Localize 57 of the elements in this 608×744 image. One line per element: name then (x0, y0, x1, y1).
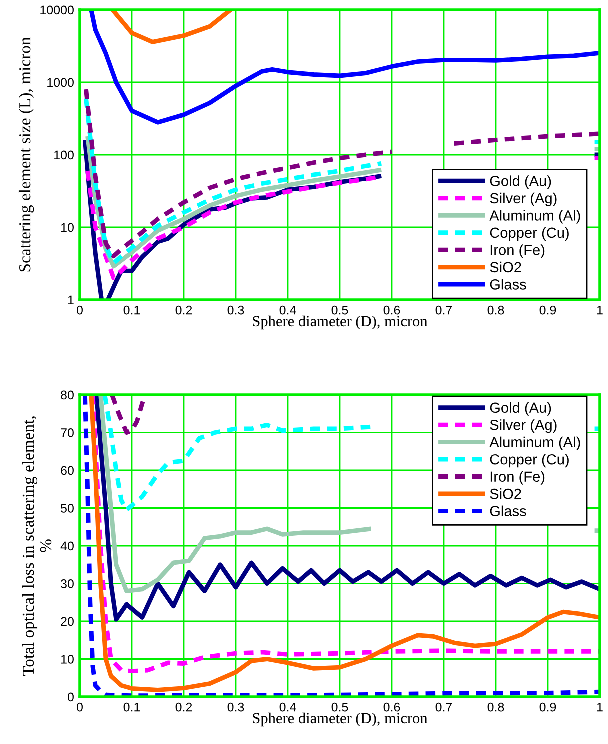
y-tick-label: 20 (61, 617, 74, 626)
y-tick-label: 1 (68, 296, 74, 305)
x-tick-label: 0.8 (488, 306, 504, 315)
legend-label: Gold (Au) (490, 402, 552, 416)
line-series (110, 10, 234, 44)
y-tick-label: 10 (61, 223, 74, 232)
y-tick-label: 60 (61, 466, 74, 476)
legend-label: Gold (Au) (490, 176, 552, 190)
y-tick-label: 100 (54, 150, 74, 160)
x-tick-label: 0.5 (332, 702, 348, 712)
x-tick-label: 0.2 (176, 702, 192, 712)
x-axis-title: Sphere diameter (D), micron (253, 316, 428, 330)
x-tick-label: 0.7 (436, 306, 452, 315)
legend-label: SiO2 (490, 488, 522, 500)
x-tick-label: 0.2 (176, 306, 192, 315)
x-tick-label: 0.6 (384, 306, 400, 315)
y-tick-label: 70 (61, 428, 74, 438)
legend-label: Iron (Fe) (490, 471, 545, 485)
x-tick-label: 0.8 (488, 702, 504, 712)
y-tick-label: 40 (60, 542, 74, 551)
x-tick-label: 0.4 (280, 306, 296, 315)
legend-label: Aluminum (Al) (490, 210, 580, 224)
legend-label: Silver (Ag) (490, 192, 557, 207)
y-tick-label: 0 (68, 692, 74, 702)
x-tick-label: 0 (77, 306, 83, 315)
x-tick-label: 0.6 (384, 702, 400, 712)
y-axis-title: Scattering element size (L), micron (18, 37, 34, 272)
x-tick-label: 0.9 (540, 702, 556, 712)
x-tick-label: 0.1 (124, 702, 140, 712)
y-tick-label: 10 (61, 655, 74, 664)
y-tick-label: 80 (61, 390, 74, 400)
line-series (89, 10, 600, 125)
x-tick-label: 0.5 (332, 306, 348, 315)
legend-label: Copper (Cu) (490, 454, 569, 468)
x-tick-label: 0.4 (280, 702, 296, 712)
x-tick-label: 1 (597, 703, 603, 712)
legend-label: Aluminum (Al) (490, 436, 580, 450)
x-tick-label: 0 (77, 702, 83, 712)
legend-label: Iron (Fe) (490, 244, 545, 258)
y-axis-title: Total optical loss in scattering element, % (22, 416, 52, 676)
x-tick-label: 0.7 (436, 702, 452, 712)
x-tick-label: 1 (597, 306, 603, 315)
line-series (110, 395, 148, 435)
y-tick-label: 10000 (40, 6, 74, 15)
legend-label: Glass (490, 279, 526, 290)
legend-label: Copper (Cu) (490, 227, 569, 241)
y-tick-label: 30 (61, 580, 74, 588)
x-tick-label: 0.3 (228, 306, 244, 315)
legend-label: SiO2 (490, 262, 522, 273)
legend-label: Silver (Ag) (490, 420, 557, 434)
x-tick-label: 0.9 (540, 306, 556, 315)
legend-label: Glass (490, 506, 526, 516)
x-tick-label: 0.3 (228, 702, 244, 712)
x-tick-label: 0.1 (124, 306, 140, 315)
x-axis-title: Sphere diameter (D), micron (253, 712, 428, 727)
y-tick-label: 1000 (48, 78, 74, 88)
y-tick-label: 50 (61, 504, 74, 513)
